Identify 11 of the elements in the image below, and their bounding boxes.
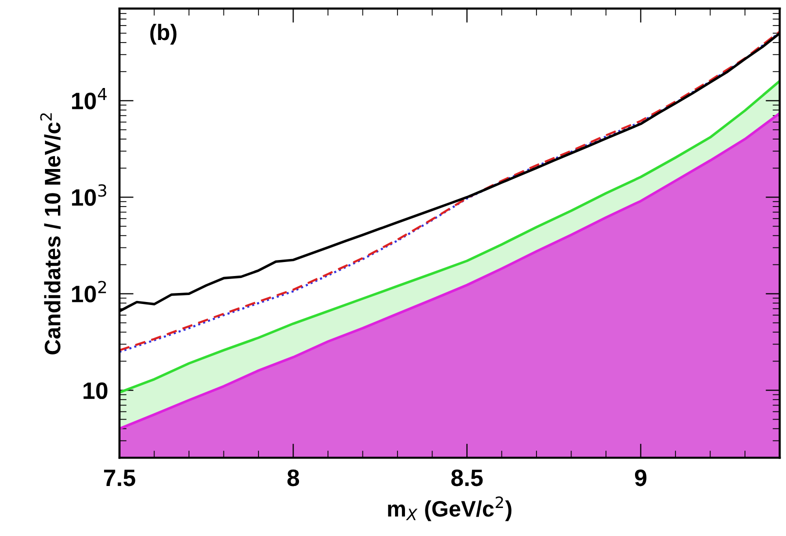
y-tick-label: 10$^{4}$ xyxy=(72,88,107,110)
y-tick-label: 10$^{3}$ xyxy=(72,184,106,206)
annotation: (b) xyxy=(150,24,176,45)
x-tick-label: 8.5 xyxy=(451,469,483,486)
y-tick-label: 10$^{2}$ xyxy=(72,280,106,302)
x-axis-title: m$_{X}$ (GeV/c$^{2}$) xyxy=(388,496,512,522)
x-tick-label: 9 xyxy=(634,469,646,486)
x-tick-label: 8 xyxy=(287,469,300,486)
y-tick-label: 10 xyxy=(84,382,108,400)
y-axis-title: Candidates / 10 MeV/c$^{2}$ xyxy=(40,113,61,354)
x-tick-label: 7.5 xyxy=(104,470,136,486)
